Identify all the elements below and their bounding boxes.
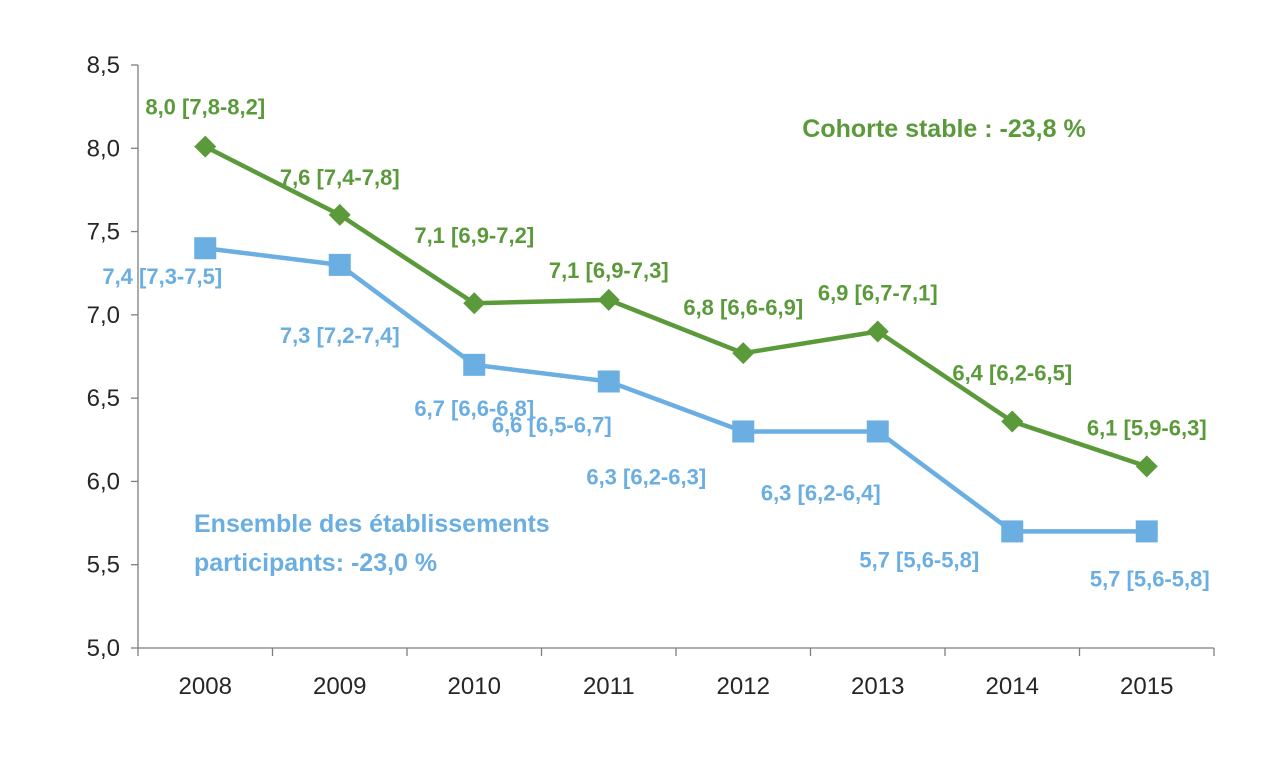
x-tick-label: 2009 <box>313 673 366 700</box>
y-tick-label: 5,0 <box>87 635 120 662</box>
data-point-cohorte <box>866 320 889 343</box>
y-tick-label: 7,0 <box>87 302 120 329</box>
y-tick-label: 5,5 <box>87 552 120 579</box>
data-label-ensemble: 5,7 [5,6-5,8] <box>1090 566 1210 591</box>
x-tick-label: 2014 <box>986 673 1039 700</box>
x-tick-label: 2013 <box>851 673 904 700</box>
data-label-cohorte: 6,4 [6,2-6,5] <box>952 360 1072 385</box>
x-tick-label: 2010 <box>448 673 501 700</box>
data-point-ensemble <box>328 253 351 276</box>
data-point-cohorte <box>194 135 217 158</box>
data-label-cohorte: 7,6 [7,4-7,8] <box>280 165 400 190</box>
data-point-ensemble <box>866 420 889 443</box>
data-label-cohorte: 6,9 [6,7-7,1] <box>818 281 938 306</box>
series-name-ensemble-line-1: Ensemble des établissements <box>194 510 550 538</box>
y-tick-label: 6,5 <box>87 385 120 412</box>
data-label-cohorte: 7,1 [6,9-7,2] <box>414 223 534 248</box>
x-tick-label: 2008 <box>179 673 232 700</box>
data-point-cohorte <box>1135 455 1158 478</box>
data-label-cohorte: 7,1 [6,9-7,3] <box>549 258 669 283</box>
series-line-cohorte <box>204 144 1148 469</box>
data-label-ensemble: 6,7 [6,6-6,8] <box>414 396 534 421</box>
data-point-ensemble <box>194 237 217 260</box>
data-label-cohorte: 8,0 [7,8-8,2] <box>145 95 265 120</box>
point-labels: 8,0 [7,8-8,2] 7,6 [7,4-7,8] 7,1 [6,9-7,2] 7… <box>102 95 1209 592</box>
x-tick-label: 2015 <box>1120 673 1173 700</box>
data-label-ensemble: 6,6 [6,5-6,7] <box>492 412 612 437</box>
data-point-cohorte <box>1001 410 1024 433</box>
data-point-cohorte <box>732 342 755 365</box>
series-line-ensemble <box>204 245 1147 534</box>
data-point-ensemble <box>1135 520 1158 543</box>
data-label-cohorte: 6,8 [6,6-6,9] <box>683 295 803 320</box>
data-label-ensemble: 5,7 [5,6-5,8] <box>859 547 979 572</box>
series-name-ensemble-line-2: participants: -23,0 % <box>194 549 437 577</box>
series-lines <box>204 144 1148 534</box>
data-label-ensemble: 6,3 [6,2-6,3] <box>586 464 706 489</box>
y-tick-label: 7,5 <box>87 219 120 246</box>
data-label-ensemble: 7,3 [7,2-7,4] <box>280 323 400 348</box>
y-tick-label: 8,5 <box>87 52 120 79</box>
data-point-ensemble <box>1001 520 1024 543</box>
data-point-cohorte <box>463 292 486 315</box>
data-label-ensemble: 6,3 [6,2-6,4] <box>761 480 881 505</box>
x-tick-label: 2012 <box>717 673 770 700</box>
data-point-cohorte <box>597 288 620 311</box>
y-tick-label: 6,0 <box>87 468 120 495</box>
data-label-cohorte: 6,1 [5,9-6,3] <box>1087 415 1207 440</box>
y-tick-label: 8,0 <box>87 135 120 162</box>
data-point-ensemble <box>732 420 755 443</box>
axes: 5,0 5,5 6,0 6,5 7,0 7,5 8,0 8,5 2008 2009 2010 2011… <box>87 52 1215 700</box>
data-label-ensemble: 7,4 [7,3-7,5] <box>102 264 222 289</box>
data-point-ensemble <box>463 353 486 376</box>
data-point-cohorte <box>328 203 351 226</box>
series-name-cohorte: Cohorte stable : -23,8 % <box>802 115 1085 143</box>
data-point-ensemble <box>597 370 620 393</box>
series-markers <box>194 135 1158 543</box>
x-tick-label: 2011 <box>583 673 635 700</box>
